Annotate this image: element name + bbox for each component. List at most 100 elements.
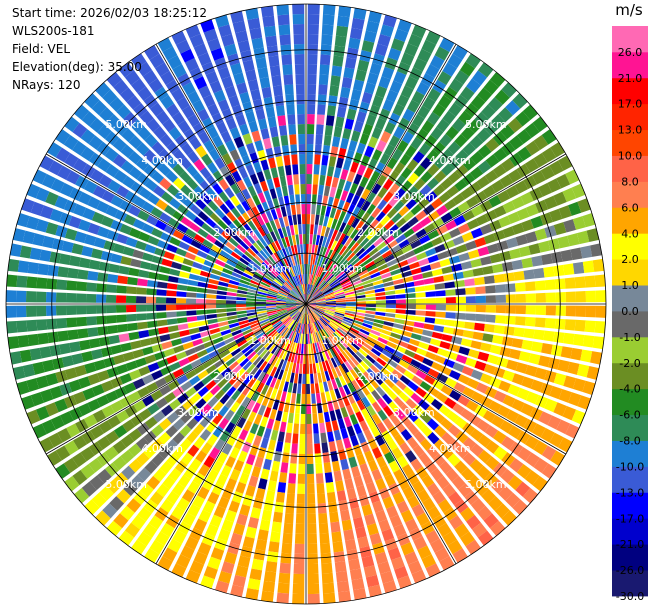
velocity-gate <box>472 331 484 341</box>
velocity-gate <box>475 295 486 303</box>
velocity-gate <box>300 403 306 414</box>
velocity-gate <box>500 468 515 484</box>
velocity-gate <box>518 245 531 257</box>
velocity-gate <box>306 403 312 414</box>
velocity-gate <box>381 430 393 443</box>
velocity-gate <box>415 466 429 480</box>
velocity-gate <box>411 375 423 386</box>
velocity-gate <box>351 279 362 286</box>
velocity-gate <box>340 458 349 471</box>
velocity-gate <box>418 452 431 466</box>
velocity-gate <box>342 224 351 235</box>
velocity-gate <box>330 320 340 328</box>
velocity-gate <box>470 428 484 442</box>
velocity-gate <box>309 285 314 295</box>
velocity-gate <box>335 188 343 200</box>
velocity-gate <box>364 339 376 348</box>
velocity-gate <box>376 140 387 153</box>
velocity-gate <box>410 239 422 249</box>
velocity-gate <box>346 331 357 339</box>
velocity-gate <box>331 65 343 77</box>
velocity-gate <box>307 583 320 594</box>
velocity-gate <box>310 274 314 285</box>
velocity-gate <box>315 321 321 331</box>
velocity-gate <box>365 574 380 588</box>
velocity-gate <box>365 293 376 298</box>
velocity-gate <box>404 43 419 57</box>
velocity-gate <box>306 304 309 314</box>
velocity-gate <box>340 322 351 329</box>
velocity-gate <box>291 443 298 454</box>
velocity-gate <box>189 560 205 575</box>
velocity-gate <box>582 334 595 348</box>
velocity-gate <box>363 167 374 179</box>
velocity-gate <box>355 377 365 388</box>
velocity-gate <box>407 122 420 136</box>
velocity-gate <box>311 312 318 321</box>
velocity-gate <box>320 392 327 403</box>
velocity-gate <box>384 285 395 291</box>
elevation: Elevation(deg): 35.00 <box>12 60 142 74</box>
colorbar-tick-label: -2.0 <box>619 357 640 370</box>
velocity-gate <box>201 533 215 547</box>
velocity-gate <box>411 222 423 233</box>
velocity-gate <box>443 273 455 282</box>
velocity-gate <box>344 312 355 317</box>
velocity-gate <box>343 264 353 273</box>
velocity-gate <box>309 313 314 323</box>
velocity-gate <box>275 389 283 401</box>
velocity-gate <box>457 394 470 407</box>
colorbar-tick-label: -10.0 <box>616 461 644 474</box>
velocity-gate <box>310 312 315 323</box>
velocity-gate <box>372 53 385 66</box>
velocity-gate <box>310 343 314 354</box>
velocity-gate <box>263 427 272 440</box>
velocity-gate <box>253 369 263 380</box>
velocity-gate <box>224 397 235 409</box>
velocity-gate <box>433 275 445 283</box>
velocity-gate <box>477 434 492 448</box>
velocity-gate <box>433 411 446 424</box>
velocity-gate <box>436 391 449 404</box>
velocity-gate <box>507 117 523 133</box>
velocity-gate <box>303 323 305 334</box>
velocity-gate <box>365 481 377 494</box>
velocity-gate <box>245 588 259 601</box>
velocity-gate <box>285 371 292 383</box>
velocity-gate <box>301 343 304 354</box>
velocity-gate <box>256 382 265 393</box>
velocity-gate <box>316 266 323 277</box>
velocity-gate <box>365 114 377 127</box>
velocity-gate <box>407 364 419 375</box>
velocity-gate <box>482 185 496 198</box>
velocity-gate <box>306 300 316 304</box>
velocity-gate <box>487 496 503 511</box>
velocity-gate <box>474 276 485 286</box>
velocity-gate <box>412 150 425 164</box>
velocity-gate <box>474 236 487 248</box>
velocity-gate <box>363 282 374 289</box>
velocity-gate <box>445 289 456 296</box>
velocity-gate <box>400 167 413 180</box>
velocity-gate <box>391 148 404 161</box>
velocity-gate <box>303 304 306 314</box>
velocity-gate <box>193 436 206 449</box>
velocity-gate <box>246 453 256 466</box>
velocity-gate <box>448 156 462 170</box>
velocity-gate <box>224 551 238 565</box>
velocity-gate <box>315 305 326 308</box>
velocity-gate <box>400 193 412 205</box>
velocity-gate <box>590 243 603 257</box>
velocity-gate <box>318 341 324 352</box>
velocity-gate <box>192 495 205 509</box>
velocity-gate <box>429 261 442 270</box>
velocity-gate <box>315 277 321 287</box>
velocity-gate <box>410 204 422 216</box>
velocity-gate <box>460 126 475 141</box>
velocity-gate <box>309 313 315 323</box>
velocity-gate <box>427 506 441 520</box>
velocity-gate <box>382 580 397 594</box>
velocity-gate <box>324 226 331 238</box>
velocity-gate <box>531 170 546 185</box>
velocity-gate <box>302 363 306 374</box>
